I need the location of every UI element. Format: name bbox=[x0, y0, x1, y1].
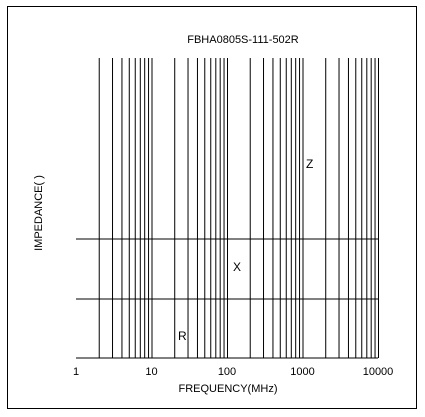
x-tick-label: 100 bbox=[218, 366, 236, 378]
chart-frame bbox=[7, 6, 417, 409]
x-axis-label: FREQUENCY(MHz) bbox=[179, 383, 278, 395]
x-tick-label: 10 bbox=[145, 366, 157, 378]
x-tick-label: 1 bbox=[73, 366, 79, 378]
chart-title: FBHA0805S-111-502R bbox=[187, 34, 299, 46]
chart-grid bbox=[76, 58, 379, 359]
series-label-r: R bbox=[178, 329, 187, 343]
x-axis-ticks: 1 10 100 1000 10000 bbox=[73, 366, 393, 378]
y-axis-label: IMPEDANCE( ) bbox=[33, 175, 45, 251]
series-label-z: Z bbox=[306, 157, 313, 171]
x-tick-label: 10000 bbox=[363, 366, 394, 378]
x-tick-label: 1000 bbox=[290, 366, 314, 378]
series-label-x: X bbox=[233, 260, 241, 274]
